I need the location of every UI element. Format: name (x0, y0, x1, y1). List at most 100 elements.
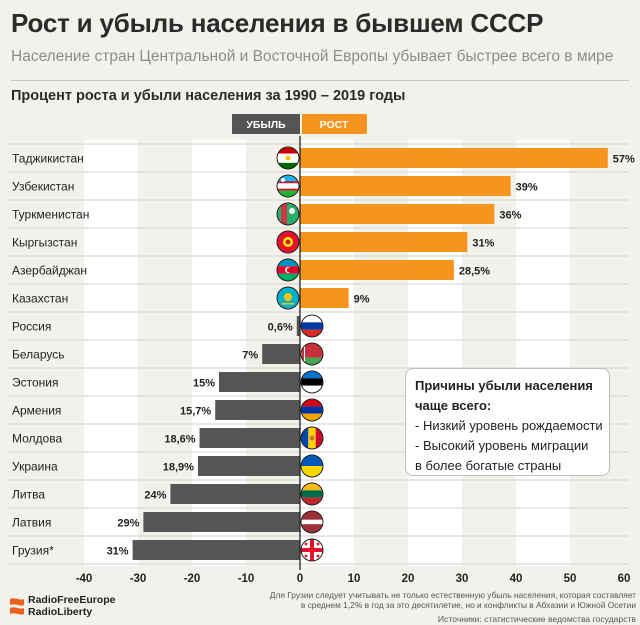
flag-ring (276, 174, 300, 198)
flag-stripe (301, 497, 323, 505)
category-label: Россия (12, 320, 51, 334)
flag-emblem (281, 178, 285, 182)
bar (300, 148, 608, 168)
category-label: Молдова (12, 432, 62, 446)
note-line2: - Высокий уровень миграции (415, 438, 589, 453)
category-label: Туркменистан (12, 208, 89, 222)
flag-stripe (301, 399, 323, 407)
legend-decline-swatch (232, 114, 300, 134)
flag-ring (300, 398, 324, 422)
flag-emblem-bar (282, 303, 294, 305)
flag-stripe (301, 385, 323, 393)
x-tick-label: -10 (238, 573, 255, 585)
flag-ring (300, 370, 324, 394)
flag-body (277, 175, 299, 197)
bar (132, 540, 300, 560)
flag-stripe (277, 190, 299, 197)
flag-ring (300, 426, 324, 450)
flag-stripe (315, 427, 323, 449)
flag-stripe (301, 378, 323, 386)
category-label: Казахстан (12, 292, 68, 306)
note-title-line1: Причины убыли населения (415, 378, 593, 393)
flag-stripe (301, 329, 323, 337)
category-label: Узбекистан (12, 180, 74, 194)
moldova-flag-icon (300, 426, 324, 450)
flag-stripe (301, 455, 323, 466)
turkmenistan-flag-icon (276, 202, 300, 226)
flag-body (301, 455, 323, 477)
x-tick-label: 40 (510, 573, 523, 585)
x-tick-label: 30 (456, 573, 469, 585)
flag-stripe (281, 203, 287, 225)
value-label: 7% (242, 350, 258, 362)
note-box: Причины убыли населения чаще всего: - Ни… (405, 368, 610, 476)
category-label: Латвия (12, 516, 51, 530)
flag-body (277, 287, 299, 309)
grid-band (408, 140, 462, 566)
legend-growth-swatch (302, 114, 367, 134)
bar (262, 344, 300, 364)
flag-stripe (277, 162, 299, 169)
bar (300, 260, 454, 280)
value-label: 31% (107, 546, 129, 558)
chart-title: Процент роста и убыли населения за 1990 … (11, 88, 406, 104)
flag-stripe (301, 413, 323, 421)
rferl-logo: RadioFreeEurope RadioLiberty (8, 594, 138, 620)
note-title-line2: чаще всего: (415, 398, 492, 413)
flag-stripe (301, 315, 323, 323)
flag-body (301, 511, 323, 533)
flag-small-cross (304, 554, 308, 558)
x-tick-label: -40 (76, 573, 93, 585)
value-label: 18,6% (164, 434, 195, 446)
bar (215, 400, 300, 420)
page-subtitle: Население стран Центральной и Восточной … (11, 48, 614, 65)
value-label: 0,6% (268, 322, 293, 334)
flag-stripe (301, 322, 323, 330)
bar (170, 484, 300, 504)
flag-ring (276, 258, 300, 282)
category-label: Таджикистан (12, 152, 84, 166)
divider (11, 80, 629, 81)
flag-ring (300, 342, 324, 366)
category-label: Армения (12, 404, 61, 418)
bar (143, 512, 300, 532)
x-tick-label: 10 (348, 573, 361, 585)
flag-ring (300, 510, 324, 534)
category-label: Беларусь (12, 348, 64, 362)
x-tick-label: 60 (618, 573, 631, 585)
source-note: Источники: статистические ведомства госу… (437, 614, 636, 624)
footnote-line1: Для Грузии следует учитывать не только е… (269, 590, 636, 600)
flag-stripe (277, 188, 299, 191)
x-tick-label: -20 (184, 573, 201, 585)
flag-ring (276, 202, 300, 226)
flag-ring (276, 146, 300, 170)
legend-decline-label: УБЫЛЬ (246, 119, 286, 131)
flag-stripe (277, 183, 299, 189)
flag-stripe (301, 427, 309, 449)
flag-stripe (277, 147, 299, 154)
flag-body (301, 399, 323, 421)
bar (197, 456, 300, 476)
footnote: Для Грузии следует учитывать не только е… (269, 590, 636, 610)
bar (300, 288, 349, 308)
flag-ring (300, 314, 324, 338)
flag-ring (300, 482, 324, 506)
category-label: Кыргызстан (12, 236, 77, 250)
flag-body (277, 203, 299, 225)
value-label: 9% (354, 294, 370, 306)
grid-band (516, 140, 570, 566)
flag-emblem (289, 208, 295, 214)
georgia-flag-icon (300, 538, 324, 562)
flag-ring (276, 286, 300, 310)
category-label: Литва (12, 488, 45, 502)
category-label: Азербайджан (12, 264, 87, 278)
lithuania-flag-icon (300, 482, 324, 506)
page-title: Рост и убыль населения в бывшем СССР (11, 8, 544, 38)
grid-band (84, 140, 138, 566)
value-label: 28,5% (459, 266, 490, 278)
value-label: 29% (117, 518, 139, 530)
flag-stripe (301, 357, 323, 365)
flag-ornament (302, 343, 304, 365)
belarus-flag-icon (300, 342, 324, 366)
latvia-flag-icon (300, 510, 324, 534)
